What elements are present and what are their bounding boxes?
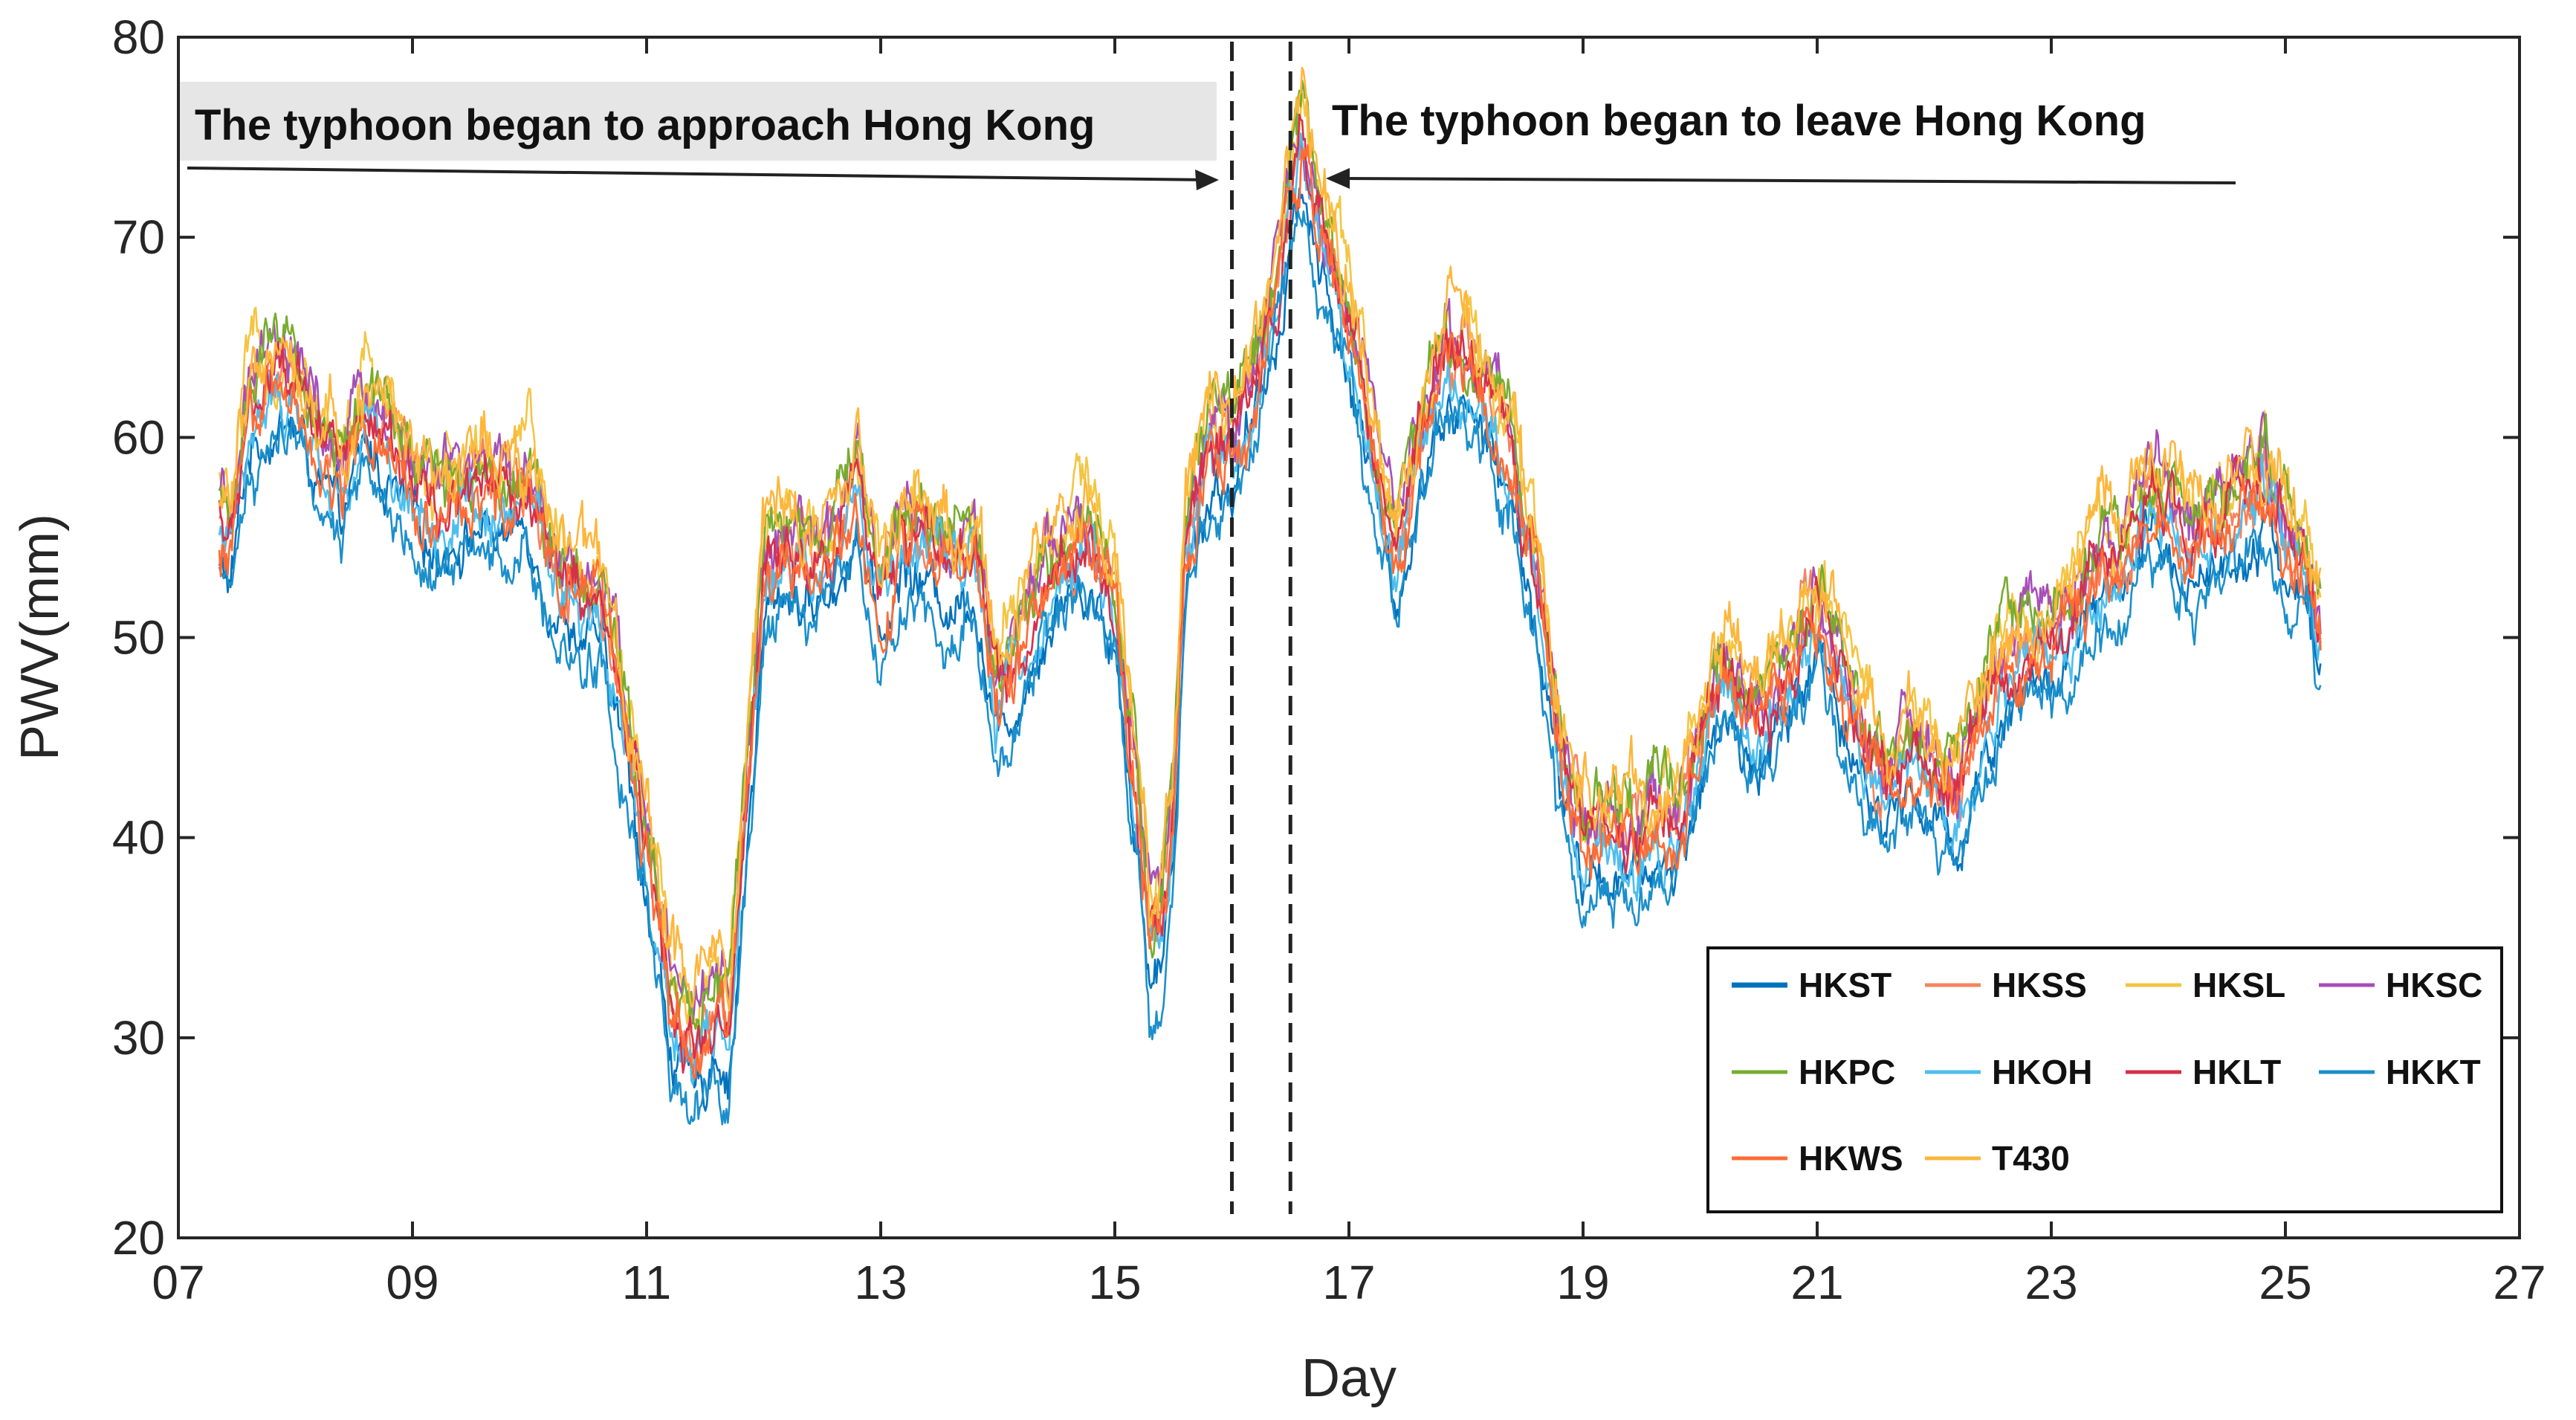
- leave-annotation: The typhoon began to leave Hong Kong: [1332, 97, 2146, 145]
- series-line-hkws: [218, 143, 2322, 1080]
- legend-label-hkss: HKSS: [1992, 966, 2087, 1004]
- y-tick-label: 40: [112, 811, 165, 865]
- y-tick-label: 70: [112, 210, 165, 264]
- legend-label-hkkt: HKKT: [2386, 1053, 2481, 1091]
- x-tick-label: 13: [854, 1256, 907, 1309]
- legend-label-hkws: HKWS: [1799, 1139, 1903, 1178]
- leave-arrowhead: [1326, 168, 1350, 189]
- series-line-hkkt: [218, 209, 2322, 1126]
- series-layer: [218, 66, 2322, 1126]
- x-tick-label: 17: [1322, 1256, 1375, 1309]
- typhoon-lines: [1230, 42, 1292, 1214]
- y-tick-label: 60: [112, 410, 165, 464]
- x-axis-ticks: 07 09 11 13 15 17 19 21 23 25 27: [152, 37, 2546, 1309]
- legend: HKST HKSS HKSL HKSC HKPC HKOH HKLT HKKT HKWS T430: [1706, 946, 2503, 1213]
- series-line-t430: [218, 66, 2322, 1012]
- x-tick-label: 11: [622, 1256, 671, 1309]
- y-tick-label: 80: [112, 10, 165, 64]
- y-tick-label: 20: [112, 1211, 165, 1265]
- legend-label-hkpc: HKPC: [1799, 1053, 1895, 1091]
- approach-arrow-line: [187, 167, 1211, 181]
- legend-label-hksl: HKSL: [2192, 966, 2285, 1004]
- approach-arrowhead: [1195, 170, 1219, 190]
- legend-label-hkoh: HKOH: [1992, 1053, 2092, 1091]
- x-tick-label: 09: [386, 1256, 438, 1309]
- x-tick-label: 19: [1556, 1256, 1609, 1309]
- legend-label-hksc: HKSC: [2386, 966, 2482, 1004]
- x-axis-label: Day: [1301, 1349, 1397, 1408]
- x-tick-label: 15: [1088, 1256, 1141, 1309]
- x-tick-label: 25: [2259, 1256, 2311, 1309]
- y-tick-label: 50: [112, 611, 165, 665]
- approach-annotation-box: [180, 82, 1217, 161]
- annotations: The typhoon began to approach Hong Kong …: [180, 82, 2236, 190]
- x-tick-label: 07: [152, 1256, 204, 1309]
- series-line-hklt: [218, 113, 2322, 1074]
- x-tick-label: 23: [2025, 1256, 2077, 1309]
- legend-label-t430: T430: [1992, 1139, 2070, 1178]
- legend-box: [1706, 946, 2503, 1213]
- legend-label-hkst: HKST: [1799, 966, 1891, 1004]
- x-tick-label: 21: [1790, 1256, 1843, 1309]
- y-tick-label: 30: [112, 1011, 165, 1065]
- leave-arrow-line: [1337, 177, 2236, 184]
- y-axis-label: PWV(mm): [10, 514, 70, 761]
- y-axis-ticks: 20 30 40 50 60 70 80: [112, 10, 2520, 1265]
- approach-annotation: The typhoon began to approach Hong Kong: [195, 101, 1095, 149]
- x-tick-label: 27: [2493, 1256, 2546, 1309]
- legend-label-hklt: HKLT: [2192, 1053, 2281, 1091]
